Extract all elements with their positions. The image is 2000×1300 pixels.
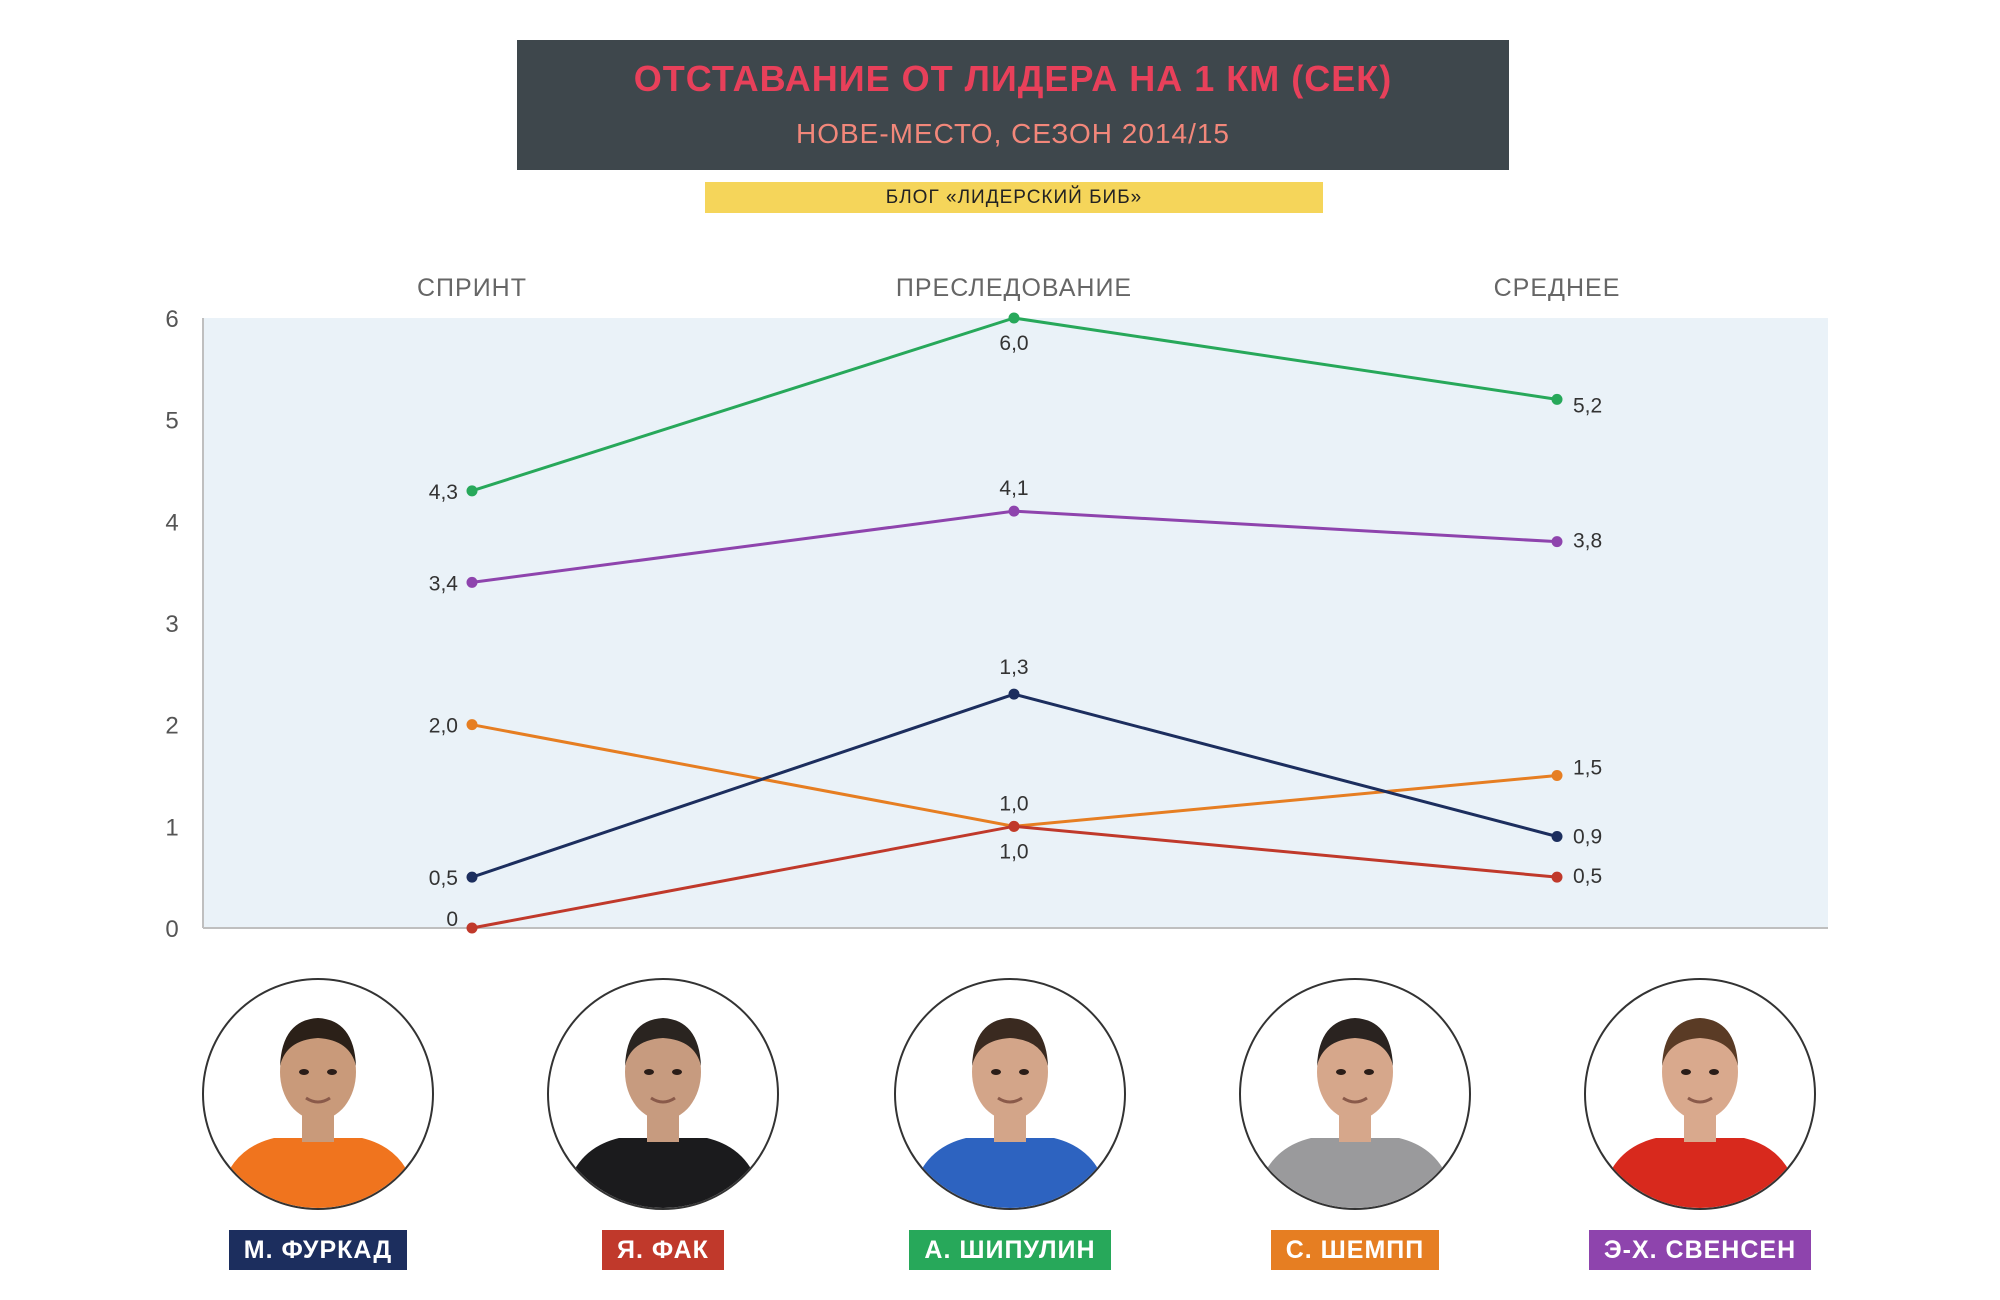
data-point	[1551, 770, 1563, 781]
data-label: 2,0	[429, 715, 458, 738]
athlete-photo	[1239, 978, 1471, 1210]
athlete-name-tag: А. ШИПУЛИН	[909, 1230, 1111, 1270]
data-point	[1551, 393, 1563, 405]
athlete-photo	[547, 978, 779, 1210]
y-tick-label: 1	[165, 814, 178, 841]
data-label: 0,5	[429, 867, 458, 890]
data-label: 0,5	[1573, 865, 1602, 888]
athlete-photo	[1584, 978, 1816, 1210]
data-point	[1008, 820, 1020, 832]
line-chart: 0 1 2 3 4 5 6 СПРИНТ ПРЕСЛЕДОВАНИЕ СРЕДНЕЕ 4,3 6,0 5…	[165, 274, 1828, 943]
athlete-card: Э-Х. СВЕНСЕН	[1580, 978, 1820, 1270]
data-point	[466, 485, 478, 497]
athlete-card: С. ШЕМПП	[1235, 978, 1475, 1270]
x-category-label: СПРИНТ	[417, 274, 527, 302]
athlete-photo	[894, 978, 1126, 1210]
data-label: 5,2	[1573, 394, 1602, 417]
athlete-name-tag: С. ШЕМПП	[1270, 1230, 1440, 1270]
athlete-name-tag: Я. ФАК	[602, 1230, 724, 1270]
data-label: 6,0	[999, 332, 1028, 355]
athlete-card: М. ФУРКАД	[198, 978, 438, 1270]
data-label: 4,3	[429, 481, 458, 504]
data-label: 0	[446, 908, 458, 931]
data-point	[466, 576, 478, 588]
data-point	[1551, 536, 1563, 548]
y-tick-label: 5	[165, 408, 178, 435]
y-tick-label: 4	[165, 509, 178, 536]
data-point	[1008, 505, 1020, 517]
data-point	[466, 871, 478, 883]
y-tick-label: 2	[165, 713, 178, 740]
data-label: 4,1	[999, 477, 1028, 500]
athlete-card: А. ШИПУЛИН	[890, 978, 1130, 1270]
x-category-label: СРЕДНЕЕ	[1494, 274, 1621, 302]
athlete-card: Я. ФАК	[543, 978, 783, 1270]
data-label: 1,0	[999, 792, 1028, 815]
data-point	[1551, 831, 1563, 842]
chart-title: ОТСТАВАНИЕ ОТ ЛИДЕРА НА 1 КМ (СЕК)	[633, 58, 1393, 99]
chart-subtitle: НОВЕ-МЕСТО, СЕЗОН 2014/15	[795, 118, 1231, 149]
y-tick-label: 6	[165, 306, 178, 333]
data-label: 1,3	[999, 656, 1028, 679]
data-point	[466, 922, 478, 934]
title-banner: ОТСТАВАНИЕ ОТ ЛИДЕРА НА 1 КМ (СЕК) НОВЕ-…	[517, 40, 1509, 170]
data-point	[1008, 312, 1020, 324]
data-label: 0,9	[1573, 826, 1602, 849]
data-label: 1,5	[1573, 757, 1602, 780]
x-category-label: ПРЕСЛЕДОВАНИЕ	[896, 274, 1132, 302]
athlete-name-tag: М. ФУРКАД	[228, 1230, 408, 1270]
data-label: 3,8	[1573, 530, 1602, 553]
data-point	[1551, 871, 1563, 883]
data-label: 1,0	[999, 840, 1028, 863]
athlete-name-tag: Э-Х. СВЕНСЕН	[1588, 1230, 1812, 1270]
athlete-photo	[202, 978, 434, 1210]
data-point	[1008, 688, 1020, 700]
y-tick-label: 0	[165, 916, 178, 943]
data-point	[466, 719, 478, 731]
blog-badge: БЛОГ «ЛИДЕРСКИЙ БИБ»	[705, 182, 1323, 213]
y-tick-label: 3	[165, 611, 178, 638]
data-label: 3,4	[429, 572, 459, 595]
